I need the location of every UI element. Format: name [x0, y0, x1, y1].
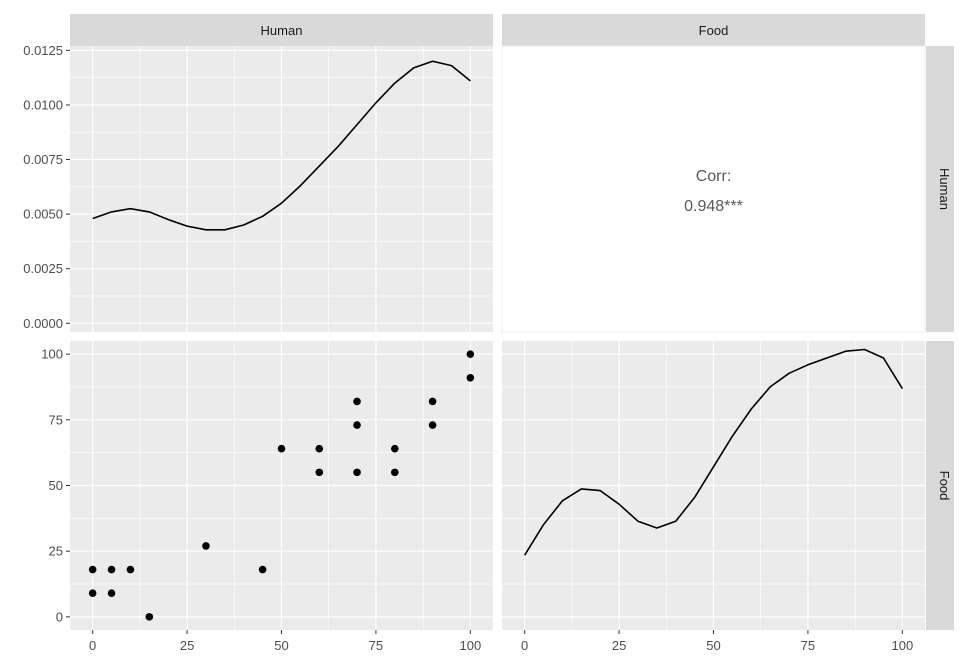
human-density-line	[92, 60, 471, 231]
strip-right-human	[926, 46, 954, 332]
scatter-point	[277, 444, 286, 453]
food-density-line	[523, 348, 904, 556]
y-axis-human-tick-label: 0.0000	[23, 316, 63, 331]
scatter-point	[466, 373, 475, 382]
scatter-point	[428, 397, 437, 406]
scatter-point	[258, 565, 267, 574]
strip-right-food-label: Food	[937, 471, 952, 501]
strip-top-human-label: Human	[261, 23, 303, 38]
scatter-point	[107, 565, 116, 574]
x-axis-left-tick-label: 25	[180, 638, 194, 653]
scatter-point	[391, 444, 399, 453]
correlation-label: Corr:	[696, 168, 732, 185]
y-axis-human-tick-label: 0.0050	[23, 207, 63, 222]
strip-top-food	[502, 14, 925, 46]
y-axis-food-tick-label: 50	[49, 478, 63, 493]
scatter-point	[391, 468, 399, 477]
scatter-point	[107, 589, 116, 598]
scatter-point	[202, 542, 210, 550]
x-axis-right-tick-label: 50	[706, 638, 720, 653]
y-axis-food-tick-label: 75	[49, 412, 63, 427]
x-axis-left-tick-label: 50	[274, 638, 288, 653]
scatter-point	[126, 565, 135, 574]
y-axis-food-tick-label: 25	[49, 544, 63, 559]
y-axis-human-tick-label: 0.0025	[23, 261, 63, 276]
scatter-point	[466, 350, 475, 358]
strip-top-human	[70, 14, 493, 46]
scatter-point	[88, 565, 97, 574]
scatter-point	[88, 589, 97, 598]
strip-right-food	[926, 341, 954, 630]
y-axis-human-tick-label: 0.0125	[23, 43, 63, 58]
x-axis-right-tick-label: 0	[521, 638, 528, 653]
correlation-value: 0.948***	[684, 198, 743, 215]
panel-correlation	[501, 45, 926, 333]
x-axis-right-tick-label: 75	[801, 638, 815, 653]
scatter-point	[353, 421, 361, 429]
x-axis-right-tick-label: 100	[891, 638, 913, 653]
x-axis-left-tick-label: 75	[369, 638, 383, 653]
scatter-point	[315, 468, 324, 477]
scatter-point	[315, 444, 324, 453]
strip-right-human-label: Human	[937, 168, 952, 210]
x-axis-right-tick-label: 25	[612, 638, 626, 653]
scatter-point	[428, 421, 437, 429]
y-axis-food-tick-label: 100	[41, 347, 63, 362]
x-axis-left-tick-label: 0	[89, 638, 96, 653]
y-axis-human-tick-label: 0.0100	[23, 97, 63, 112]
strip-top-food-label: Food	[699, 23, 729, 38]
scatter-point	[353, 397, 361, 406]
y-axis-human-tick-label: 0.0075	[23, 152, 63, 167]
x-axis-left-tick-label: 100	[459, 638, 481, 653]
scatter-point	[145, 613, 154, 621]
y-axis-food-tick-label: 0	[56, 609, 63, 624]
scatter-point	[353, 468, 361, 477]
